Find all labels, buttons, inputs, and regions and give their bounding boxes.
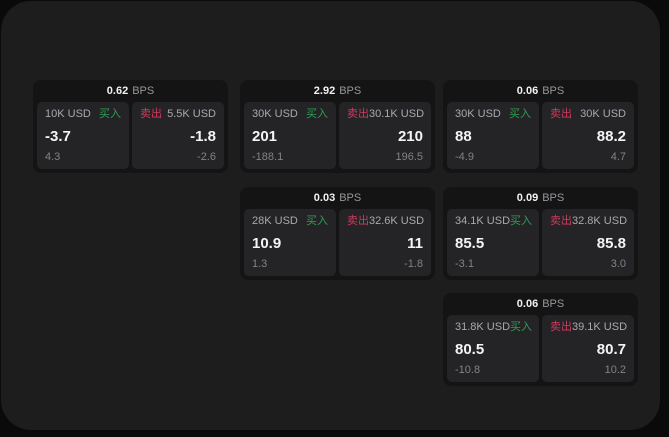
buy-price: 80.5	[455, 340, 485, 358]
sell-side-label: 卖出	[550, 108, 572, 120]
sell-side-label: 卖出	[550, 321, 572, 333]
buy-tile[interactable]: 28K USD 买入 10.9 1.3	[244, 209, 336, 276]
sell-price: 11	[407, 234, 423, 252]
sell-amount: 5.5K USD	[167, 108, 216, 120]
quote-body: 30K USD 买入 88 -4.9 卖出 30K USD 88.2 4.7	[447, 102, 634, 169]
bps-unit-label: BPS	[542, 298, 565, 310]
quote-body: 31.8K USD 买入 80.5 -10.8 卖出 39.1K USD 80.…	[447, 315, 634, 382]
buy-delta: -10.8	[455, 364, 481, 376]
bps-unit-label: BPS	[339, 192, 362, 204]
sell-delta: 10.2	[604, 364, 626, 376]
buy-tile[interactable]: 34.1K USD 买入 85.5 -3.1	[447, 209, 539, 276]
buy-delta: -188.1	[252, 151, 284, 163]
bps-unit-label: BPS	[542, 85, 565, 97]
buy-amount: 30K USD	[252, 108, 298, 120]
quote-card-3: 0.06 BPS 30K USD 买入 88 -4.9 卖出 30K USD 8…	[443, 80, 638, 173]
bps-header: 2.92 BPS	[244, 80, 431, 102]
sell-side-label: 卖出	[347, 108, 369, 120]
buy-price: 201	[252, 127, 278, 145]
bps-unit-label: BPS	[339, 85, 362, 97]
sell-delta: 3.0	[610, 258, 626, 270]
buy-side-label: 买入	[510, 215, 533, 227]
sell-amount: 30K USD	[580, 108, 626, 120]
sell-delta: 4.7	[610, 151, 626, 163]
bps-header: 0.62 BPS	[37, 80, 224, 102]
sell-price: 88.2	[596, 127, 626, 145]
quote-card-1: 0.62 BPS 10K USD 买入 -3.7 4.3 卖出 5.5K USD…	[33, 80, 228, 173]
bps-header: 0.03 BPS	[244, 187, 431, 209]
buy-delta: -4.9	[455, 151, 474, 163]
buy-side-label: 买入	[306, 108, 328, 120]
sell-amount: 39.1K USD	[572, 321, 628, 333]
bps-header: 0.06 BPS	[447, 80, 634, 102]
buy-price: 88	[455, 127, 472, 145]
buy-side-label: 买入	[510, 321, 533, 333]
bps-unit-label: BPS	[132, 85, 155, 97]
buy-tile[interactable]: 30K USD 买入 88 -4.9	[447, 102, 539, 169]
sell-price: 80.7	[596, 340, 626, 358]
sell-side-label: 卖出	[550, 215, 572, 227]
sell-tile[interactable]: 卖出 32.8K USD 85.8 3.0	[542, 209, 634, 276]
sell-tile[interactable]: 卖出 39.1K USD 80.7 10.2	[542, 315, 634, 382]
sell-side-label: 卖出	[347, 215, 369, 227]
buy-side-label: 买入	[306, 215, 328, 227]
quote-card-5: 0.09 BPS 34.1K USD 买入 85.5 -3.1 卖出 32.8K…	[443, 187, 638, 280]
bps-header: 0.06 BPS	[447, 293, 634, 315]
buy-delta: 1.3	[252, 258, 268, 270]
bps-unit-label: BPS	[542, 192, 565, 204]
sell-delta: -1.8	[404, 258, 423, 270]
buy-amount: 31.8K USD	[455, 321, 511, 333]
sell-amount: 30.1K USD	[369, 108, 425, 120]
buy-side-label: 买入	[509, 108, 531, 120]
buy-amount: 10K USD	[45, 108, 91, 120]
buy-price: 10.9	[252, 234, 282, 252]
buy-tile[interactable]: 31.8K USD 买入 80.5 -10.8	[447, 315, 539, 382]
sell-delta: -2.6	[197, 151, 216, 163]
buy-tile[interactable]: 30K USD 买入 201 -188.1	[244, 102, 336, 169]
quote-body: 10K USD 买入 -3.7 4.3 卖出 5.5K USD -1.8 -2.…	[37, 102, 224, 169]
sell-tile[interactable]: 卖出 30K USD 88.2 4.7	[542, 102, 634, 169]
quote-card-2: 2.92 BPS 30K USD 买入 201 -188.1 卖出 30.1K …	[240, 80, 435, 173]
bps-value: 0.06	[516, 85, 539, 97]
sell-tile[interactable]: 卖出 30.1K USD 210 196.5	[339, 102, 431, 169]
bps-value: 0.62	[106, 85, 129, 97]
main-panel: 0.62 BPS 10K USD 买入 -3.7 4.3 卖出 5.5K USD…	[1, 1, 660, 430]
sell-price: 85.8	[596, 234, 626, 252]
buy-price: -3.7	[45, 127, 71, 145]
bps-value: 2.92	[313, 85, 336, 97]
sell-delta: 196.5	[395, 151, 423, 163]
bps-value: 0.03	[313, 192, 336, 204]
buy-amount: 28K USD	[252, 215, 298, 227]
buy-amount: 30K USD	[455, 108, 501, 120]
sell-tile[interactable]: 卖出 32.6K USD 11 -1.8	[339, 209, 431, 276]
quote-body: 28K USD 买入 10.9 1.3 卖出 32.6K USD 11 -1.8	[244, 209, 431, 276]
buy-delta: -3.1	[455, 258, 474, 270]
sell-price: -1.8	[190, 127, 216, 145]
sell-side-label: 卖出	[140, 108, 162, 120]
sell-amount: 32.6K USD	[369, 215, 425, 227]
bps-value: 0.09	[516, 192, 539, 204]
buy-side-label: 买入	[99, 108, 121, 120]
quote-card-4: 0.03 BPS 28K USD 买入 10.9 1.3 卖出 32.6K US…	[240, 187, 435, 280]
buy-price: 85.5	[455, 234, 485, 252]
sell-price: 210	[397, 127, 423, 145]
bps-value: 0.06	[516, 298, 539, 310]
quote-body: 30K USD 买入 201 -188.1 卖出 30.1K USD 210 1…	[244, 102, 431, 169]
buy-amount: 34.1K USD	[455, 215, 511, 227]
sell-tile[interactable]: 卖出 5.5K USD -1.8 -2.6	[132, 102, 224, 169]
buy-delta: 4.3	[45, 151, 61, 163]
bps-header: 0.09 BPS	[447, 187, 634, 209]
buy-tile[interactable]: 10K USD 买入 -3.7 4.3	[37, 102, 129, 169]
sell-amount: 32.8K USD	[572, 215, 628, 227]
quote-body: 34.1K USD 买入 85.5 -3.1 卖出 32.8K USD 85.8…	[447, 209, 634, 276]
quote-card-6: 0.06 BPS 31.8K USD 买入 80.5 -10.8 卖出 39.1…	[443, 293, 638, 386]
